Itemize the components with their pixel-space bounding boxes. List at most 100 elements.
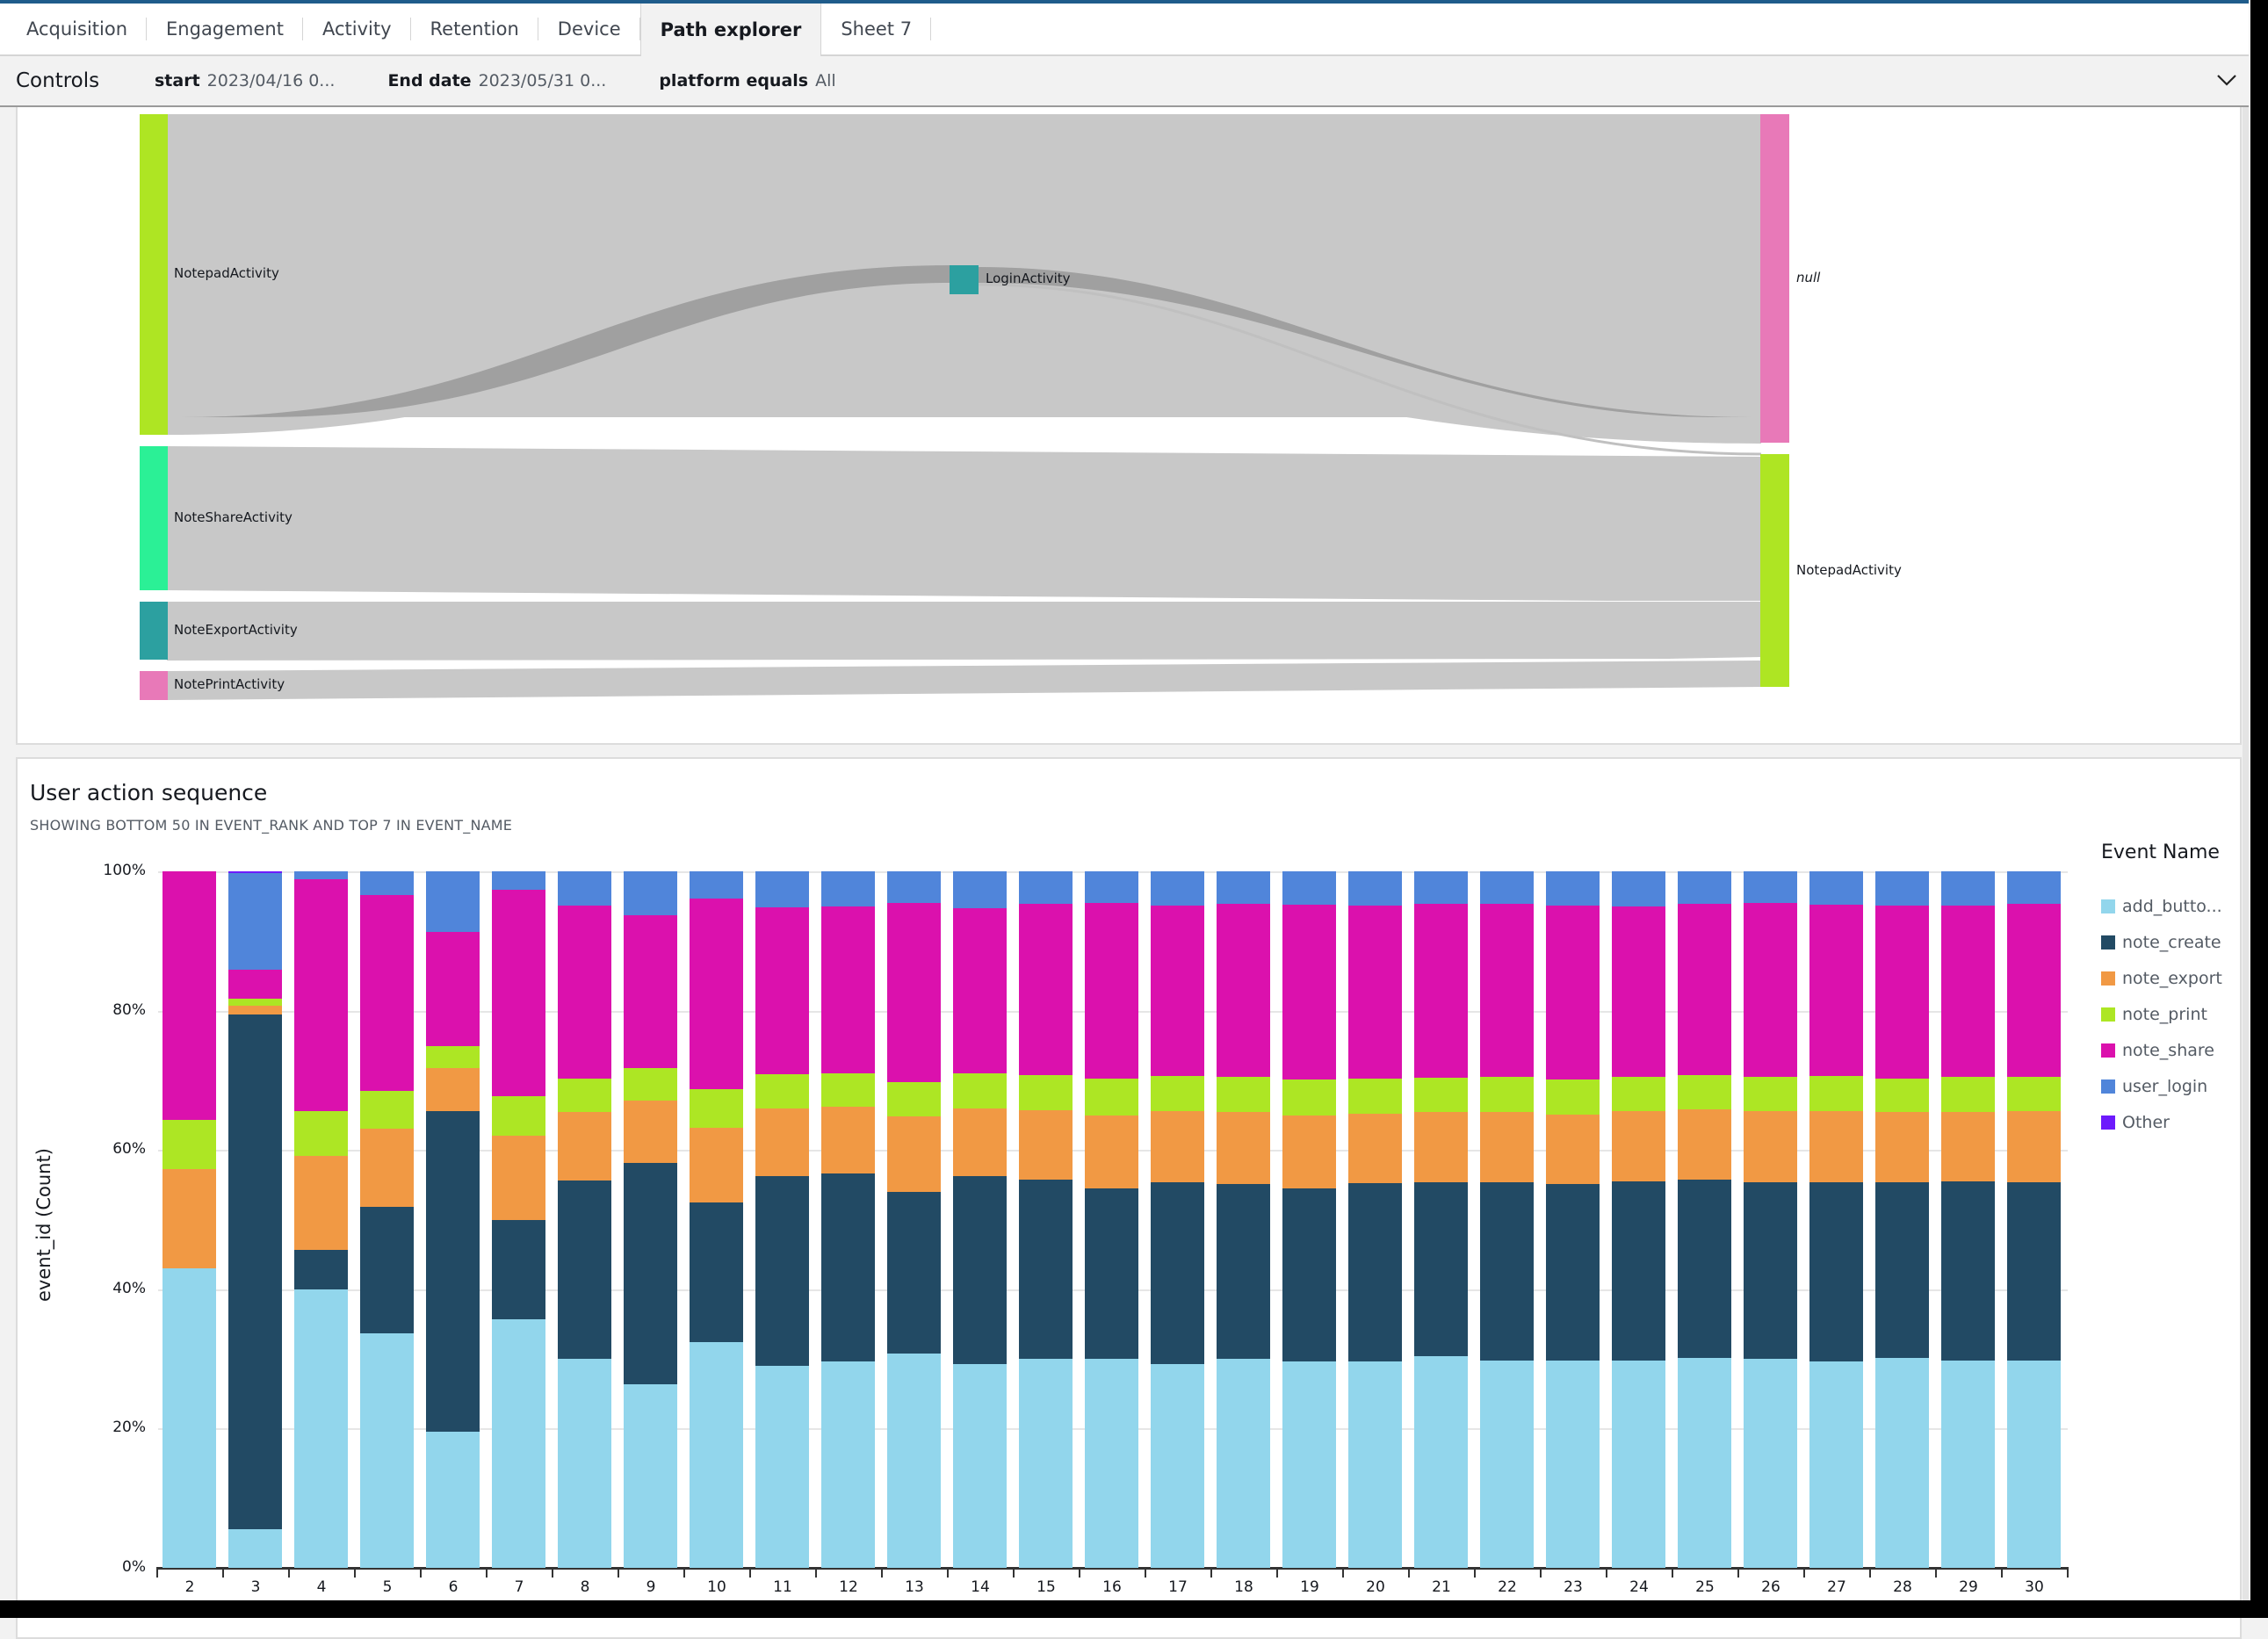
bar-segment-note_create[interactable] (1678, 1179, 1731, 1358)
bar-segment-note_create[interactable] (953, 1176, 1007, 1365)
bar-segment-note_export[interactable] (1612, 1110, 1665, 1181)
sankey-label-notepad-src[interactable]: NotepadActivity (174, 265, 279, 281)
bar-segment-note_share[interactable] (1282, 904, 1336, 1080)
bar-segment-note_share[interactable] (1348, 905, 1402, 1079)
bar-segment-note_export[interactable] (953, 1108, 1007, 1177)
sankey-label-null[interactable]: null (1796, 270, 1821, 285)
bar-segment-note_share[interactable] (1612, 906, 1665, 1077)
bar-segment-add_butto[interactable] (1151, 1363, 1204, 1568)
bar-segment-note_share[interactable] (821, 906, 875, 1073)
bar-segment-note_export[interactable] (755, 1108, 809, 1177)
bar-segment-note_share[interactable] (228, 969, 282, 1000)
bar-segment-add_butto[interactable] (1809, 1361, 1863, 1568)
bar-segment-note_share[interactable] (1019, 903, 1073, 1076)
bar-segment-note_share[interactable] (360, 894, 414, 1091)
bar-segment-note_export[interactable] (1348, 1113, 1402, 1184)
bar-segment-note_create[interactable] (492, 1220, 545, 1319)
bar-segment-note_print[interactable] (1875, 1078, 1929, 1113)
bar-segment-note_create[interactable] (1217, 1184, 1270, 1360)
bar-segment-user_login[interactable] (558, 871, 611, 906)
bar-9[interactable] (624, 871, 677, 1568)
bar-segment-note_create[interactable] (1941, 1181, 1995, 1361)
bar-segment-note_export[interactable] (558, 1111, 611, 1181)
bar-27[interactable] (1809, 871, 1863, 1568)
bar-29[interactable] (1941, 871, 1995, 1568)
legend-item[interactable]: Other (2101, 1104, 2222, 1140)
bar-segment-note_share[interactable] (1414, 904, 1468, 1078)
bar-segment-note_share[interactable] (1151, 905, 1204, 1076)
bar-segment-add_butto[interactable] (953, 1364, 1007, 1568)
bar-segment-note_share[interactable] (492, 890, 545, 1097)
bar-segment-note_export[interactable] (426, 1068, 480, 1111)
legend-item[interactable]: user_login (2101, 1068, 2222, 1104)
bar-segment-note_export[interactable] (228, 1006, 282, 1014)
legend-item[interactable]: note_print (2101, 996, 2222, 1032)
bar-segment-note_export[interactable] (624, 1101, 677, 1163)
bar-6[interactable] (426, 871, 480, 1568)
bar-segment-note_share[interactable] (1085, 902, 1138, 1079)
bar-segment-user_login[interactable] (294, 871, 348, 879)
bar-segment-note_export[interactable] (887, 1116, 941, 1192)
bar-segment-note_print[interactable] (1941, 1076, 1995, 1112)
bar-segment-note_print[interactable] (1546, 1079, 1600, 1115)
bar-segment-add_butto[interactable] (887, 1353, 941, 1568)
bar-segment-note_create[interactable] (558, 1181, 611, 1360)
bar-segment-note_export[interactable] (492, 1135, 545, 1221)
bar-segment-user_login[interactable] (1217, 871, 1270, 905)
bar-segment-note_create[interactable] (887, 1191, 941, 1354)
bar-segment-note_print[interactable] (1019, 1075, 1073, 1111)
bar-segment-note_share[interactable] (1217, 904, 1270, 1077)
bar-segment-user_login[interactable] (624, 871, 677, 915)
bar-segment-note_create[interactable] (1085, 1188, 1138, 1360)
bar-segment-add_butto[interactable] (1348, 1361, 1402, 1568)
control-end-date[interactable]: End date 2023/05/31 0... (387, 71, 606, 90)
bar-segment-add_butto[interactable] (1941, 1360, 1995, 1568)
bar-segment-note_export[interactable] (1875, 1112, 1929, 1183)
bar-segment-add_butto[interactable] (163, 1268, 216, 1568)
bar-segment-user_login[interactable] (1744, 871, 1797, 903)
bar-segment-note_print[interactable] (821, 1072, 875, 1108)
bar-segment-note_share[interactable] (755, 907, 809, 1074)
bar-segment-add_butto[interactable] (1414, 1355, 1468, 1568)
bar-segment-add_butto[interactable] (1019, 1359, 1073, 1568)
bar-segment-note_share[interactable] (1546, 905, 1600, 1080)
bar-segment-note_print[interactable] (228, 999, 282, 1007)
bar-segment-note_print[interactable] (1151, 1075, 1204, 1111)
bar-segment-add_butto[interactable] (294, 1289, 348, 1568)
bar-segment-note_share[interactable] (1678, 903, 1731, 1075)
bar-segment-note_share[interactable] (887, 902, 941, 1083)
bar-7[interactable] (492, 871, 545, 1568)
control-platform[interactable]: platform equals All (659, 71, 835, 90)
bar-segment-user_login[interactable] (1282, 871, 1336, 905)
bar-segment-Other[interactable] (228, 871, 282, 873)
bar-segment-user_login[interactable] (1019, 871, 1073, 904)
bar-segment-add_butto[interactable] (1217, 1359, 1270, 1568)
bar-segment-note_print[interactable] (1744, 1076, 1797, 1111)
bar-segment-add_butto[interactable] (1678, 1357, 1731, 1568)
bar-segment-note_create[interactable] (1282, 1188, 1336, 1362)
bar-segment-note_export[interactable] (821, 1107, 875, 1174)
bar-segment-note_export[interactable] (1151, 1110, 1204, 1183)
bar-segment-note_create[interactable] (1809, 1182, 1863, 1362)
bar-segment-note_print[interactable] (624, 1068, 677, 1101)
bar-16[interactable] (1085, 871, 1138, 1568)
bar-segment-note_create[interactable] (1875, 1182, 1929, 1358)
tab-activity[interactable]: Activity (303, 4, 411, 54)
sankey-label-login[interactable]: LoginActivity (986, 271, 1071, 286)
bar-18[interactable] (1217, 871, 1270, 1568)
bar-segment-note_print[interactable] (1809, 1076, 1863, 1111)
bar-segment-note_print[interactable] (1085, 1079, 1138, 1116)
bar-segment-note_create[interactable] (624, 1162, 677, 1385)
sankey-label-noteprint[interactable]: NotePrintActivity (174, 676, 285, 692)
bar-12[interactable] (821, 871, 875, 1568)
bar-28[interactable] (1875, 871, 1929, 1568)
bar-segment-add_butto[interactable] (492, 1318, 545, 1568)
bar-5[interactable] (360, 871, 414, 1568)
bar-segment-note_create[interactable] (1612, 1181, 1665, 1361)
bar-17[interactable] (1151, 871, 1204, 1568)
tab-engagement[interactable]: Engagement (147, 4, 303, 54)
bar-segment-note_print[interactable] (1678, 1074, 1731, 1110)
bar-segment-note_create[interactable] (1546, 1184, 1600, 1361)
bar-segment-note_print[interactable] (163, 1120, 216, 1169)
bar-segment-note_print[interactable] (492, 1096, 545, 1136)
